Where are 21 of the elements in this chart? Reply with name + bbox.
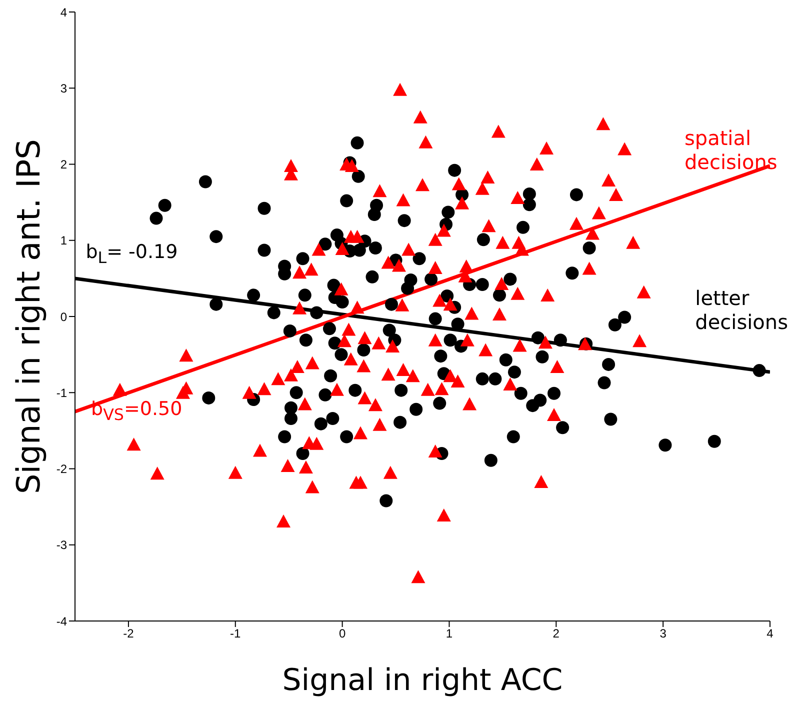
x-tick-label: 2 (552, 626, 560, 641)
series-label: letter decisions (695, 286, 790, 334)
y-tick-label: 0 (60, 310, 68, 324)
y-tick-label: -2 (56, 462, 68, 476)
x-tick-label: 1 (446, 626, 453, 641)
x-tick-label: 3 (660, 626, 667, 641)
y-tick-label: -3 (56, 538, 68, 552)
x-tick-label: -1 (230, 626, 242, 641)
y-tick-label: 4 (60, 5, 68, 20)
y-tick-label: -4 (56, 614, 68, 628)
y-tick-label: -1 (56, 386, 68, 400)
x-axis-title: Signal in right ACC (282, 663, 563, 698)
text: spatial decisions (684, 126, 778, 174)
annotation: b$_{L}$= -0.19 (86, 240, 178, 266)
y-axis-title: Signal in right ant. IPS (9, 139, 48, 494)
y-tick-label: 3 (60, 81, 68, 96)
x-tick-label: 4 (766, 626, 774, 641)
x-tick-label: -2 (123, 626, 134, 641)
x-tick-label: 0 (338, 626, 346, 641)
y-tick-label: 1 (60, 234, 68, 248)
y-tick-label: 2 (60, 158, 68, 172)
